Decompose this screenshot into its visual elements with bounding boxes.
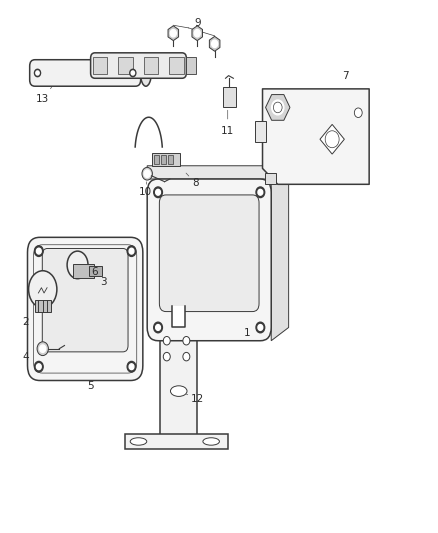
Circle shape [154, 187, 162, 198]
Polygon shape [320, 124, 344, 154]
Text: 9: 9 [194, 18, 201, 28]
Text: 3: 3 [100, 277, 107, 287]
Text: 1: 1 [244, 328, 251, 338]
Bar [160, 306, 197, 436]
Circle shape [256, 322, 265, 333]
FancyBboxPatch shape [91, 53, 186, 78]
Bar [161, 155, 166, 164]
Ellipse shape [203, 438, 219, 445]
Circle shape [163, 336, 170, 345]
Circle shape [129, 364, 134, 369]
Bar [144, 56, 158, 74]
Bar [93, 56, 107, 74]
FancyBboxPatch shape [159, 195, 259, 312]
Text: 11: 11 [221, 126, 234, 136]
Bar [170, 56, 184, 74]
Circle shape [163, 352, 170, 361]
Circle shape [325, 131, 339, 148]
Ellipse shape [67, 251, 88, 279]
Circle shape [40, 345, 46, 352]
Bar [265, 173, 276, 184]
Ellipse shape [130, 438, 147, 445]
Circle shape [256, 187, 265, 198]
Circle shape [170, 29, 177, 37]
Circle shape [155, 325, 160, 330]
FancyBboxPatch shape [30, 60, 141, 86]
Circle shape [183, 336, 190, 345]
Circle shape [36, 71, 39, 75]
Circle shape [183, 352, 190, 361]
Circle shape [354, 108, 362, 117]
Circle shape [35, 69, 41, 77]
Bar [168, 155, 173, 164]
Text: 7: 7 [342, 70, 349, 80]
Circle shape [35, 361, 43, 372]
Circle shape [258, 189, 263, 195]
Circle shape [212, 40, 218, 47]
Circle shape [142, 167, 152, 180]
Bar [125, 433, 228, 449]
Bar [154, 155, 159, 164]
Ellipse shape [170, 386, 187, 397]
Circle shape [37, 342, 48, 356]
Bar [223, 87, 236, 108]
FancyBboxPatch shape [147, 179, 271, 341]
Circle shape [144, 170, 150, 177]
Circle shape [127, 246, 136, 256]
Text: 5: 5 [87, 381, 94, 391]
Text: 6: 6 [92, 267, 98, 277]
Circle shape [129, 248, 134, 254]
Text: 4: 4 [22, 352, 28, 361]
Bar [186, 57, 196, 74]
FancyBboxPatch shape [28, 237, 143, 381]
Polygon shape [271, 166, 289, 341]
Bar [172, 306, 185, 327]
Circle shape [130, 69, 136, 77]
FancyBboxPatch shape [42, 248, 128, 352]
Bar [35, 300, 50, 312]
Circle shape [155, 189, 160, 195]
Circle shape [131, 71, 134, 75]
Bar [118, 56, 133, 74]
Bar [152, 152, 180, 166]
Circle shape [35, 246, 43, 256]
Circle shape [36, 248, 41, 254]
Circle shape [194, 29, 200, 37]
Bar [254, 120, 265, 142]
Text: 13: 13 [36, 94, 49, 104]
Circle shape [154, 322, 162, 333]
Bar [73, 264, 94, 278]
Text: 10: 10 [138, 187, 152, 197]
Text: 12: 12 [191, 394, 204, 404]
Circle shape [258, 325, 263, 330]
Circle shape [36, 364, 41, 369]
Circle shape [127, 361, 136, 372]
Circle shape [272, 100, 284, 115]
Polygon shape [147, 166, 289, 179]
Ellipse shape [141, 60, 151, 86]
Ellipse shape [28, 271, 57, 308]
Text: 8: 8 [192, 177, 198, 188]
Bar [89, 266, 102, 276]
Polygon shape [262, 89, 369, 184]
Text: 2: 2 [22, 317, 28, 327]
